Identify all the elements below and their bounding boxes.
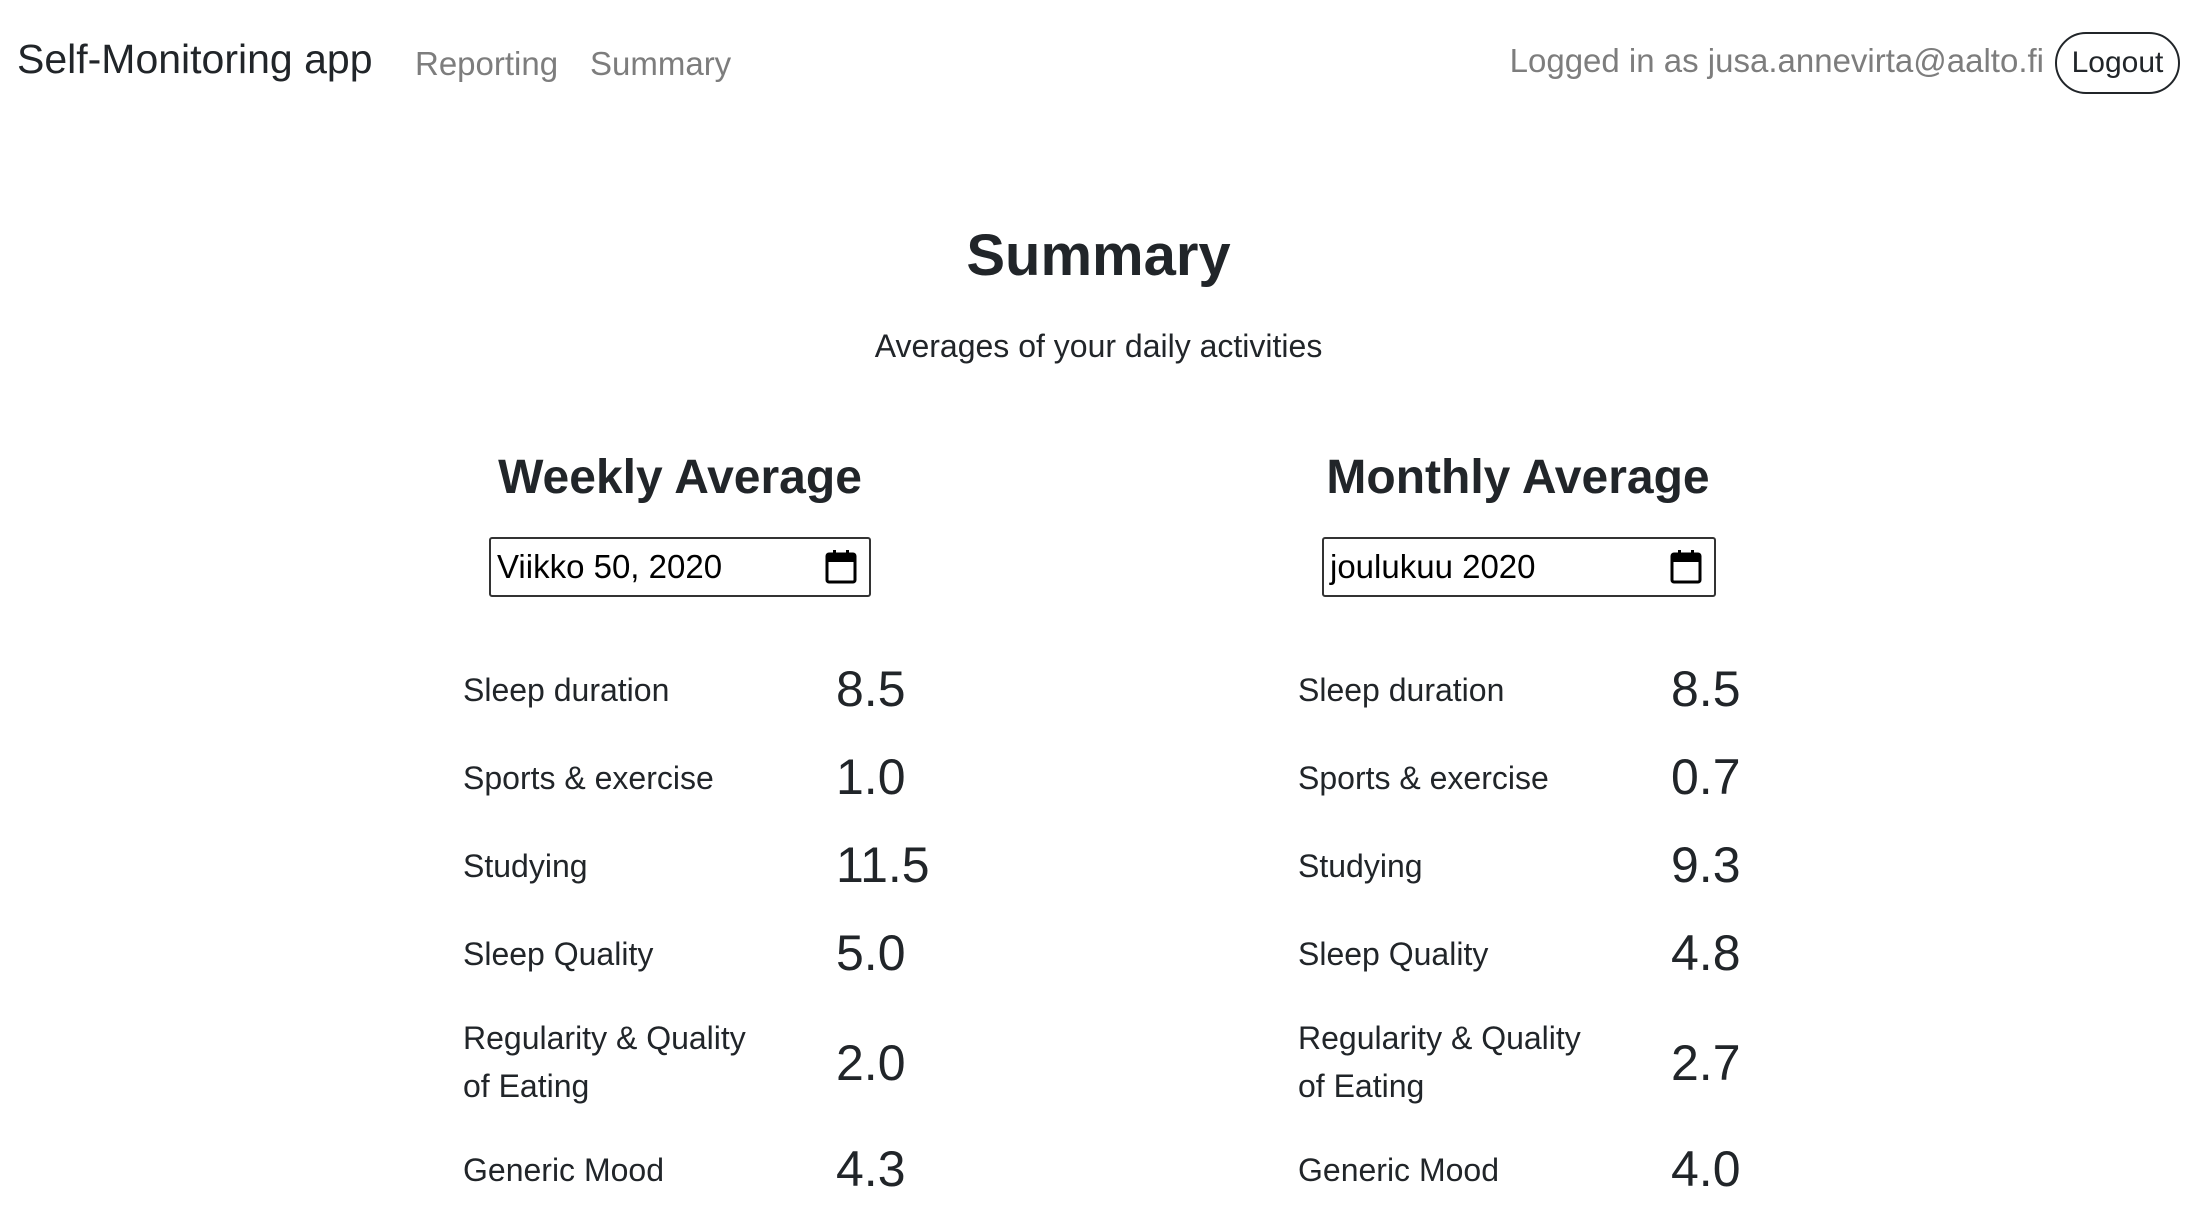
metric-value: 2.7	[1671, 1035, 1741, 1091]
weekly-metric-generic-mood: Generic Mood 4.3	[463, 1141, 983, 1206]
metric-label: Generic Mood	[1298, 1152, 1499, 1188]
page-subtitle: Averages of your daily activities	[874, 328, 1323, 364]
metric-value: 1.0	[836, 749, 906, 805]
metric-value: 4.8	[1671, 925, 1741, 981]
weekly-metric-sleep-duration: Sleep duration 8.5	[463, 661, 983, 726]
nav-link-reporting[interactable]: Reporting	[415, 45, 559, 82]
monthly-metric-generic-mood: Generic Mood 4.0	[1298, 1141, 1818, 1206]
logout-button[interactable]: Logout	[2055, 32, 2180, 94]
calendar-icon[interactable]	[1670, 549, 1702, 585]
metric-label: Studying	[463, 848, 588, 884]
metric-value: 2.0	[836, 1035, 906, 1091]
weekly-metric-sleep-quality: Sleep Quality 5.0	[463, 925, 983, 990]
weekly-average-heading: Weekly Average	[498, 451, 862, 504]
weekly-metric-sports-exercise: Sports & exercise 1.0	[463, 749, 983, 814]
metric-label-line1: Regularity & Quality	[1298, 1020, 1581, 1056]
monthly-metric-studying: Studying 9.3	[1298, 837, 1818, 902]
metric-label-line2: of Eating	[463, 1068, 590, 1104]
metric-label: Sleep duration	[463, 672, 670, 708]
metric-label: Sports & exercise	[1298, 760, 1549, 796]
navbar: Self-Monitoring app Reporting Summary Lo…	[0, 0, 2187, 130]
metric-value: 4.3	[836, 1141, 906, 1197]
metric-label: Studying	[1298, 848, 1423, 884]
metric-value: 4.0	[1671, 1141, 1741, 1197]
weekly-metric-eating: Regularity & Quality of Eating 2.0	[463, 1014, 983, 1114]
metric-value: 5.0	[836, 925, 906, 981]
monthly-metric-sports-exercise: Sports & exercise 0.7	[1298, 749, 1818, 814]
month-picker-input[interactable]: joulukuu 2020	[1322, 537, 1716, 597]
metric-label: Generic Mood	[463, 1152, 664, 1188]
weekly-metric-studying: Studying 11.5	[463, 837, 983, 902]
metric-label: Sleep Quality	[463, 936, 654, 972]
monthly-metric-sleep-duration: Sleep duration 8.5	[1298, 661, 1818, 726]
metric-value: 0.7	[1671, 749, 1741, 805]
month-picker-value: joulukuu 2020	[1330, 548, 1536, 585]
metric-label: Sleep Quality	[1298, 936, 1489, 972]
nav-link-summary[interactable]: Summary	[590, 45, 732, 82]
metric-value: 9.3	[1671, 837, 1741, 893]
login-status: Logged in as jusa.annevirta@aalto.fi	[1509, 42, 2044, 79]
metric-label: Sports & exercise	[463, 760, 714, 796]
monthly-average-heading: Monthly Average	[1326, 451, 1710, 504]
week-picker-input[interactable]: Viikko 50, 2020	[489, 537, 871, 597]
metric-label-line1: Regularity & Quality	[463, 1020, 746, 1056]
metric-value: 8.5	[1671, 661, 1741, 717]
metric-value: 11.5	[836, 837, 930, 893]
metric-label: Sleep duration	[1298, 672, 1505, 708]
monthly-metric-sleep-quality: Sleep Quality 4.8	[1298, 925, 1818, 990]
page-title: Summary	[966, 223, 1231, 288]
app-brand[interactable]: Self-Monitoring app	[17, 36, 373, 82]
metric-value: 8.5	[836, 661, 906, 717]
metric-label-line2: of Eating	[1298, 1068, 1425, 1104]
week-picker-value: Viikko 50, 2020	[497, 548, 723, 585]
monthly-metric-eating: Regularity & Quality of Eating 2.7	[1298, 1014, 1818, 1114]
calendar-icon[interactable]	[825, 549, 857, 585]
